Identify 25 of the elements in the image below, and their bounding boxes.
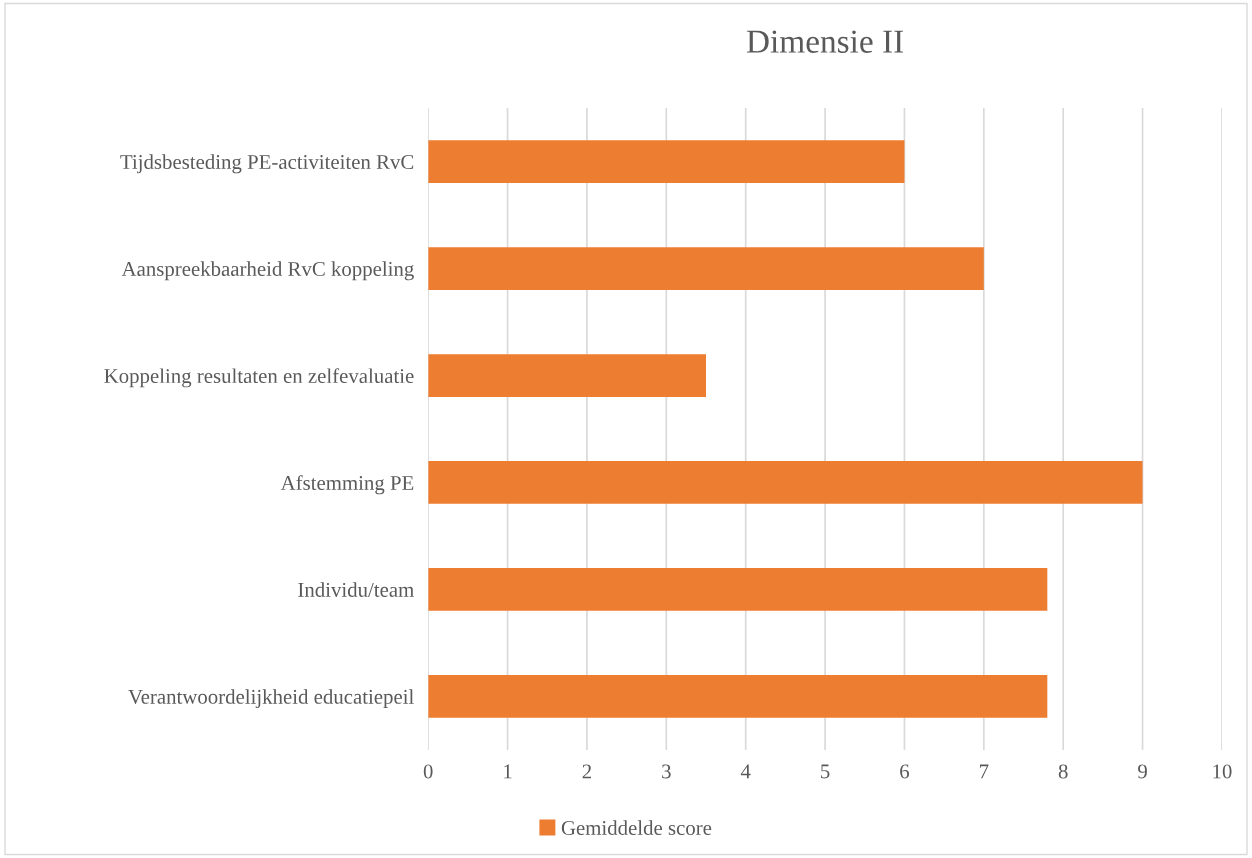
bar bbox=[428, 354, 706, 397]
bar bbox=[428, 568, 1048, 611]
y-tick-label: Aanspreekbaarheid RvC koppeling bbox=[121, 261, 414, 281]
x-tick-label: 4 bbox=[740, 764, 751, 779]
bar bbox=[428, 461, 1143, 504]
y-tick-label: Individu/team bbox=[298, 582, 414, 597]
x-tick-label: 10 bbox=[1213, 764, 1232, 779]
y-tick-label: Tijdsbesteding PE-activiteiten RvC bbox=[120, 154, 414, 174]
y-tick-label: Afstemming PE bbox=[280, 475, 414, 495]
y-tick-label: Koppeling resultaten en zelfevaluatie bbox=[104, 368, 414, 388]
bar bbox=[428, 675, 1048, 718]
chart-title: Dimensie II bbox=[746, 30, 904, 53]
bar bbox=[428, 140, 905, 183]
x-tick-label: 9 bbox=[1138, 764, 1147, 779]
x-tick-label: 8 bbox=[1058, 764, 1068, 779]
x-tick-label: 3 bbox=[662, 764, 671, 779]
x-tick-label: 0 bbox=[423, 764, 433, 779]
legend-label: Gemiddelde score bbox=[561, 820, 712, 836]
y-tick-label: Verantwoordelijkheid educatiepeil bbox=[128, 689, 414, 709]
x-tick-label: 5 bbox=[821, 764, 830, 779]
x-tick-label: 2 bbox=[582, 764, 591, 779]
x-tick-label: 1 bbox=[504, 764, 512, 779]
bar bbox=[428, 247, 984, 290]
x-tick-label: 7 bbox=[979, 764, 989, 779]
x-tick-label: 6 bbox=[900, 764, 910, 779]
